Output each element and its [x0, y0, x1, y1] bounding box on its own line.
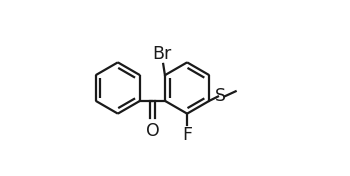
Text: F: F [182, 126, 192, 144]
Text: O: O [146, 122, 159, 140]
Text: Br: Br [153, 45, 172, 63]
Text: S: S [215, 87, 226, 105]
